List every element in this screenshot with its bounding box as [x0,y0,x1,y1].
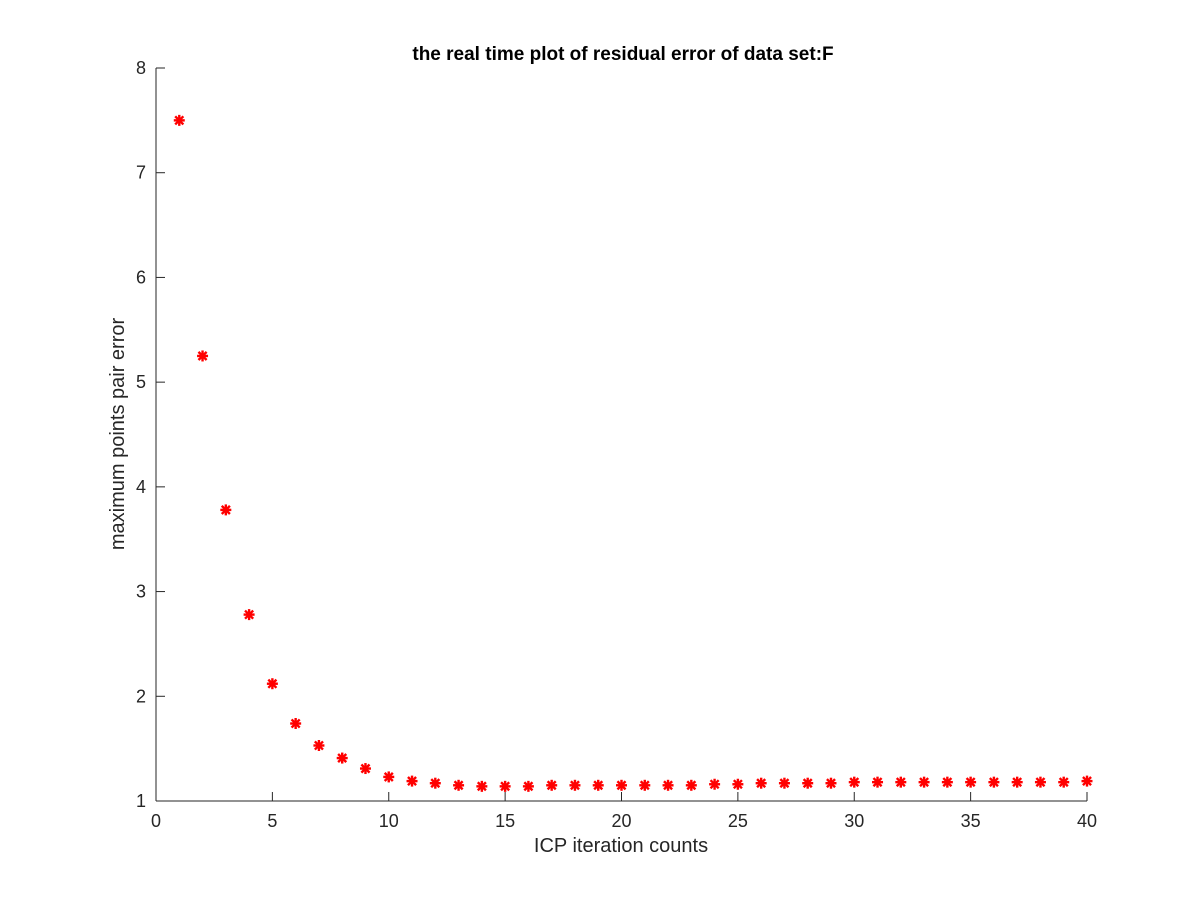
x-tick-label: 25 [728,811,748,831]
data-point [616,779,627,791]
y-tick-label: 2 [136,686,146,706]
data-point [499,780,511,792]
data-point [290,718,302,730]
data-point [988,776,1000,788]
x-tick-label: 5 [267,811,277,831]
data-point [639,779,651,791]
x-tick-label: 0 [151,811,161,831]
data-point [429,777,441,789]
data-point [359,763,371,775]
y-tick-label: 6 [136,267,146,287]
data-point [709,778,721,790]
x-tick-label: 10 [379,811,399,831]
data-point [383,771,395,783]
y-tick-label: 3 [136,582,146,602]
data-point [662,779,674,791]
data-points [173,114,1093,792]
data-point [1011,776,1023,788]
data-point [1058,776,1070,788]
data-point [546,779,558,791]
x-tick-label: 40 [1077,811,1097,831]
x-tick-label: 15 [495,811,515,831]
y-tick-label: 8 [136,58,146,78]
x-axis-label: ICP iteration counts [534,835,708,857]
y-ticks: 1 2 3 4 5 6 7 8 [136,58,165,811]
data-point [755,777,767,789]
data-point [220,504,232,516]
y-tick-label: 1 [136,791,146,811]
data-point [1081,775,1093,787]
x-tick-label: 35 [961,811,981,831]
data-point [266,678,278,690]
data-point [453,779,465,791]
data-point [825,777,837,789]
data-point [243,609,255,621]
data-point [941,776,953,788]
data-point [965,776,977,788]
data-point [848,776,860,788]
data-point [522,780,534,792]
data-point [173,114,185,126]
axes [155,68,1087,802]
data-point [313,740,325,752]
data-point [336,752,348,764]
data-point [592,779,604,791]
data-point [476,780,488,792]
y-tick-label: 5 [136,372,146,392]
data-point [895,776,907,788]
x-ticks: 0 5 10 15 20 25 30 35 40 [151,792,1097,831]
chart-title: the real time plot of residual error of … [412,44,833,65]
data-point [1034,776,1046,788]
data-point [732,778,744,790]
y-tick-label: 4 [136,477,146,497]
data-point [569,779,581,791]
x-tick-label: 20 [611,811,631,831]
data-point [918,776,930,788]
y-tick-label: 7 [136,163,146,183]
data-point [406,775,418,787]
x-tick-label: 30 [844,811,864,831]
data-point [802,777,814,789]
data-point [872,776,884,788]
y-axis-label: maximum points pair error [107,318,129,551]
data-point [685,779,697,791]
data-point [778,777,790,789]
data-point [197,350,209,362]
